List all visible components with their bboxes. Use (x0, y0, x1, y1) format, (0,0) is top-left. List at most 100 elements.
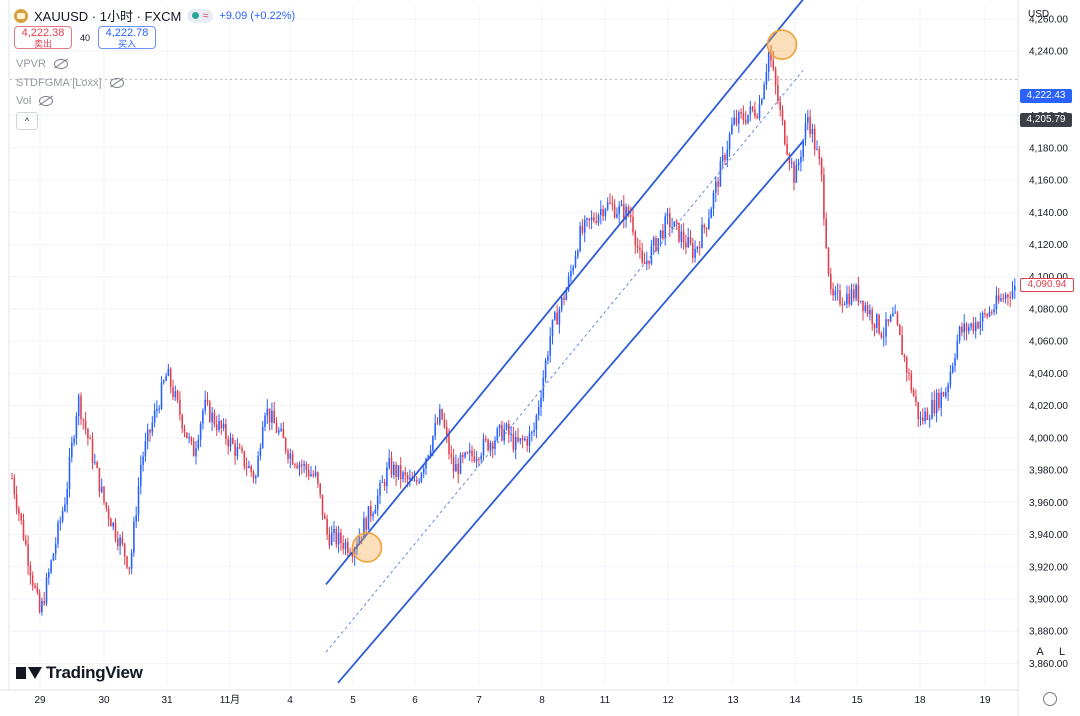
candle-body (422, 468, 425, 474)
candle-body (965, 323, 968, 332)
candle-body (197, 439, 200, 448)
candle-body (367, 506, 370, 530)
candle-body (337, 532, 340, 545)
gold-symbol-icon (14, 8, 28, 23)
indicator-vpvr[interactable]: VPVR (16, 58, 68, 70)
candle-body (664, 216, 666, 239)
market-status-badge[interactable]: ≈ (187, 8, 214, 23)
candle-body (142, 456, 144, 465)
sell-price: 4,222.38 (21, 27, 65, 39)
candle-body (52, 553, 55, 561)
y-tick-label: 4,020.00 (1029, 401, 1068, 412)
candle-body (418, 481, 420, 483)
candle-body (220, 420, 223, 429)
candle-body (1002, 298, 1005, 300)
candle-body (611, 203, 614, 205)
x-tick-label: 8 (539, 695, 545, 706)
candle-body (827, 247, 830, 275)
candle-body (666, 213, 669, 217)
candle-body (420, 473, 423, 482)
hidden-eye-icon[interactable] (39, 96, 54, 106)
candle-body (602, 209, 604, 217)
hidden-eye-icon[interactable] (53, 59, 68, 69)
indicator-stdfgma[interactable]: STDFGMA [Loxx] (16, 77, 124, 89)
candle-body (264, 415, 266, 428)
candle-body (234, 443, 236, 456)
hidden-eye-icon[interactable] (109, 78, 124, 88)
candle-body (36, 587, 39, 593)
candle-body (979, 321, 982, 329)
candle-body (843, 304, 846, 306)
candle-body (455, 463, 457, 472)
candle-body (740, 112, 742, 114)
log-scale-button[interactable]: L (1058, 646, 1066, 658)
y-tick-label: 4,060.00 (1029, 337, 1068, 348)
wave-icon: ≈ (202, 9, 209, 22)
candle-body (100, 486, 103, 492)
candle-body (73, 438, 75, 443)
candle-body (802, 139, 804, 157)
candle-body (314, 472, 317, 476)
candle-body (119, 537, 121, 547)
candle-body (510, 433, 512, 436)
candle-body (848, 293, 850, 305)
candle-body (632, 216, 634, 233)
candle-body (468, 450, 471, 454)
candle-body (298, 464, 301, 469)
candle-body (701, 224, 703, 248)
candle-body (130, 552, 133, 569)
candle-body (296, 465, 298, 469)
candle-body (425, 458, 427, 469)
candle-body (287, 450, 289, 459)
sell-button[interactable]: 4,222.38 卖出 (14, 26, 72, 49)
candle-body (266, 408, 269, 416)
candle-body (149, 429, 151, 433)
candle-body (498, 424, 501, 429)
y-tick-label: 4,240.00 (1029, 47, 1068, 58)
candle-body (724, 155, 726, 161)
logo-text: TradingView (46, 663, 143, 682)
candle-body (818, 149, 821, 159)
channel-lower-line (337, 140, 804, 684)
y-tick-label: 4,000.00 (1029, 433, 1068, 444)
candle-body (471, 450, 473, 456)
candle-body (43, 600, 45, 604)
candle-body (901, 334, 903, 355)
last-price-tag: 4,222.43 (1020, 89, 1072, 103)
candle-body (289, 453, 292, 459)
collapse-indicators-button[interactable]: ^ (16, 112, 38, 130)
candle-body (452, 457, 455, 472)
y-tick-label: 4,140.00 (1029, 208, 1068, 219)
candle-body (312, 474, 315, 476)
candle-body (588, 218, 591, 221)
candle-body (319, 483, 321, 495)
candle-body (995, 295, 998, 310)
y-tick-label: 3,860.00 (1029, 659, 1068, 670)
channel-drawings[interactable] (325, 0, 804, 684)
symbol-title[interactable]: XAUUSD · 1小时 · FXCM (34, 9, 182, 24)
candle-body (968, 327, 970, 332)
candle-body (767, 52, 770, 72)
indicator-label: VPVR (16, 58, 46, 70)
indicator-vol[interactable]: Vol (16, 95, 54, 107)
candle-body (623, 204, 625, 221)
candle-body (271, 410, 273, 423)
currency-label[interactable]: USD (1028, 9, 1050, 20)
candle-body (636, 245, 639, 248)
candle-body (618, 205, 620, 215)
buy-button[interactable]: 4,222.78 买入 (98, 26, 157, 49)
candle-body (945, 392, 947, 397)
symbol-header[interactable]: XAUUSD · 1小时 · FXCM ≈ +9.09 (+0.22%) (14, 6, 295, 25)
candle-body (859, 300, 862, 302)
candle-body (652, 237, 655, 246)
auto-scale-button[interactable]: A (1036, 646, 1044, 658)
candle-body (940, 392, 942, 408)
candle-body (894, 312, 896, 314)
x-tick-label: 14 (789, 695, 801, 706)
candle-body (80, 395, 82, 420)
tradingview-logo[interactable]: TradingView (16, 663, 143, 683)
chart-settings-icon[interactable] (1043, 692, 1057, 706)
candle-body (961, 326, 963, 333)
candle-body (344, 541, 347, 549)
